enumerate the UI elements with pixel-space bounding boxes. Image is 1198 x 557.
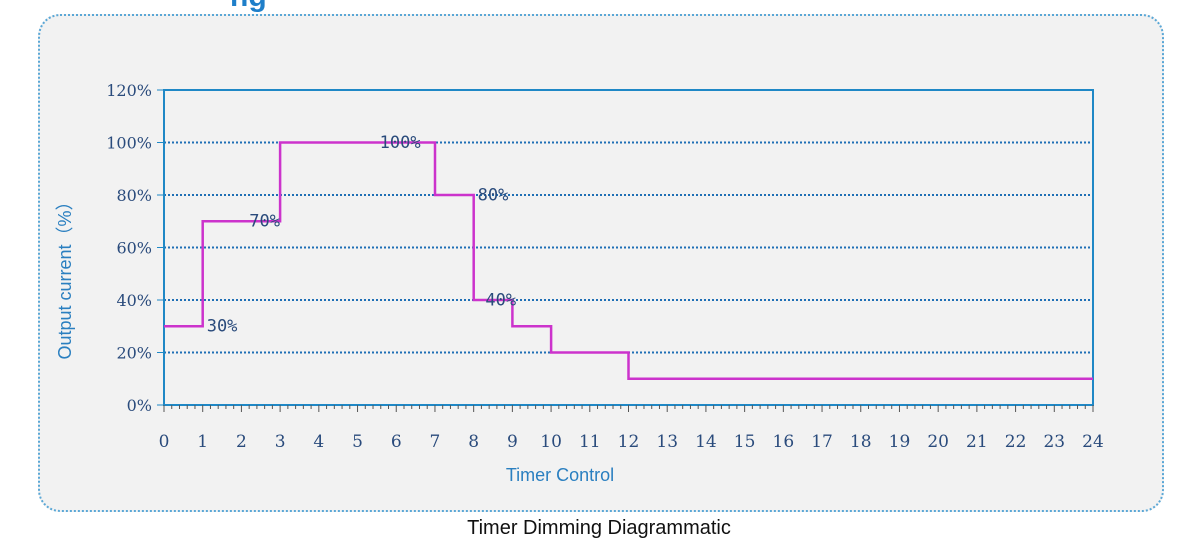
x-axis-title: Timer Control: [506, 465, 614, 485]
x-tick-label: 6: [391, 432, 402, 452]
x-tick-label: 19: [889, 432, 911, 452]
series-layer: [164, 141, 1093, 381]
data-label: 40%: [485, 290, 516, 310]
x-tick-label: 1: [197, 432, 208, 452]
x-tick-label: 5: [352, 432, 363, 452]
x-tick-label: 3: [275, 432, 286, 452]
x-tick-label: 18: [850, 432, 872, 452]
x-tick-labels: 0 1 2 3 4 5 6 7 8 9 10 11 12 13 14 15 16 17 18 19 20 21 22 23 24: [159, 432, 1104, 452]
x-tick-label: 10: [540, 432, 562, 452]
y-tick-label: 0%: [127, 396, 152, 415]
x-tick-label: 4: [313, 432, 324, 452]
y-tick-label: 80%: [116, 186, 152, 205]
x-tick-label: 15: [734, 432, 756, 452]
y-tick-label: 120%: [106, 81, 152, 100]
data-label: 100%: [380, 133, 421, 153]
x-minor-ticks: [163, 405, 1094, 412]
y-tick-label: 60%: [116, 239, 152, 258]
x-tick-label: 14: [695, 432, 717, 452]
page-title-fragment: ng: [230, 0, 530, 14]
x-tick-label: 0: [159, 432, 170, 452]
x-tick-label: 9: [507, 432, 518, 452]
x-tick-label: 12: [618, 432, 640, 452]
x-tick-label: 13: [656, 432, 678, 452]
x-tick-label: 22: [1005, 432, 1027, 452]
x-tick-label: 23: [1043, 432, 1065, 452]
x-tick-label: 16: [773, 432, 795, 452]
data-label: 80%: [478, 185, 509, 205]
y-axis-title: Output current（%）: [55, 192, 75, 359]
data-labels: 30% 70% 100% 80% 40%: [207, 133, 516, 337]
y-tick-label: 20%: [116, 344, 152, 363]
data-label: 30%: [207, 317, 238, 337]
x-tick-label: 17: [811, 432, 833, 452]
grid-layer: [157, 89, 1093, 406]
y-tick-label: 40%: [116, 291, 152, 310]
x-tick-label: 7: [430, 432, 441, 452]
x-tick-label: 20: [927, 432, 949, 452]
chart-panel: [38, 14, 1164, 512]
x-tick-label: 24: [1082, 432, 1104, 452]
x-tick-label: 11: [579, 432, 601, 452]
series-line: [164, 141, 1093, 381]
data-label: 70%: [249, 212, 280, 232]
x-tick-label: 2: [236, 432, 247, 452]
chart-caption: Timer Dimming Diagrammatic: [467, 517, 731, 539]
x-tick-label: 21: [966, 432, 988, 452]
x-tick-label: 8: [468, 432, 479, 452]
y-tick-labels: 0% 20% 40% 60% 80% 100% 120%: [106, 81, 152, 415]
y-tick-label: 100%: [106, 134, 152, 153]
